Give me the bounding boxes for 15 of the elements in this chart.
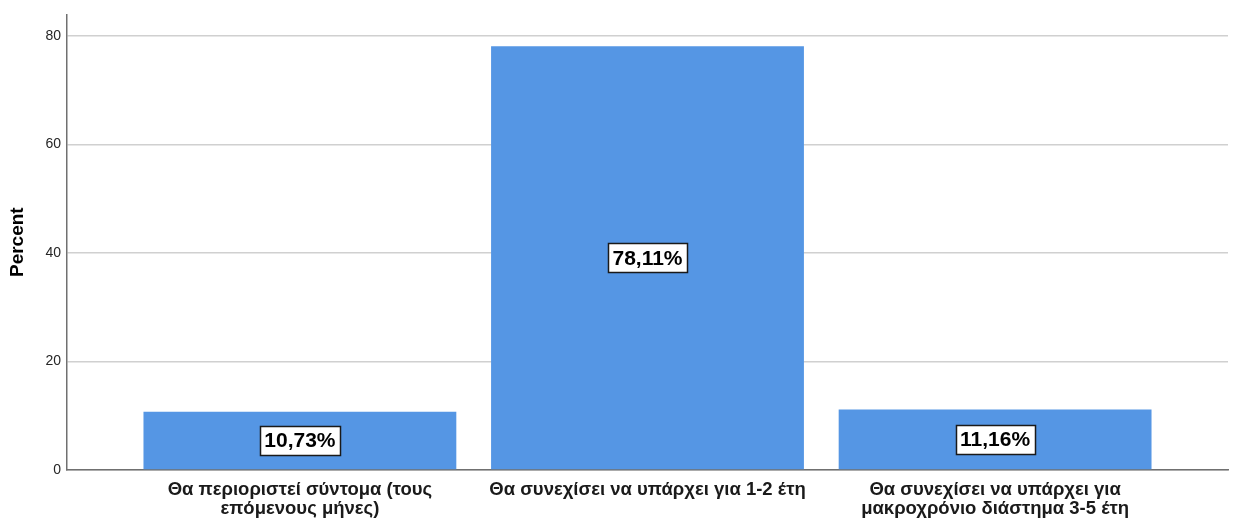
x-tick-label: Θα συνεχίσει να υπάρχει για 1-2 έτη bbox=[489, 477, 806, 499]
x-tick-label: Θα περιοριστεί σύντομα (τους επόμενους μήνες) bbox=[167, 477, 433, 519]
y-tick-label: 40 bbox=[45, 243, 62, 260]
y-tick-label: 60 bbox=[45, 135, 62, 152]
data-label: 11,16% bbox=[960, 427, 1031, 451]
y-tick-label: 20 bbox=[45, 352, 62, 369]
y-tick-label: 0 bbox=[53, 460, 62, 477]
bar bbox=[491, 46, 804, 470]
x-tick-label: Θα συνεχίσει να υπάρχει για μακροχρόνιο διάστημα 3-5 έτη bbox=[861, 477, 1130, 519]
bar bbox=[143, 411, 457, 470]
bar bbox=[838, 409, 1152, 470]
data-label: 10,73% bbox=[264, 428, 336, 452]
y-axis-title: Percent bbox=[5, 206, 27, 278]
y-tick-label: 80 bbox=[45, 26, 62, 43]
data-label: 78,11% bbox=[612, 245, 683, 269]
